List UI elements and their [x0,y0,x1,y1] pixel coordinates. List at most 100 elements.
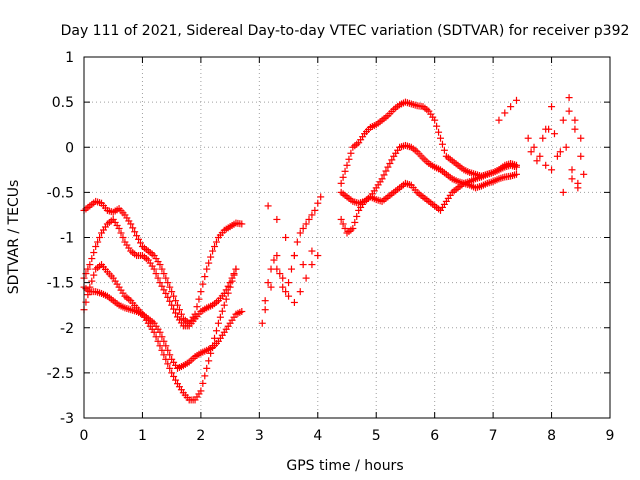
x-tick-label: 9 [606,428,615,444]
data-point [170,372,178,380]
data-point [94,238,102,246]
data-point [501,109,509,117]
data-point [222,295,230,303]
data-point [308,247,316,255]
x-tick-label: 5 [372,428,381,444]
plot-frame [83,56,611,419]
data-point [88,277,96,285]
data-point [152,270,160,278]
data-point [568,175,576,183]
data-point [238,220,246,228]
data-point [571,116,579,124]
data-point [261,306,269,314]
data-point [205,357,213,365]
data-point [220,301,228,309]
data-point [273,265,281,273]
data-point [154,274,162,282]
data-point [258,319,266,327]
data-point [86,261,94,269]
data-point [212,238,220,246]
y-tick-label: 0.5 [52,95,74,111]
data-point [577,152,585,160]
data-point [559,188,567,196]
data-point [203,265,211,273]
data-point [203,364,211,372]
data-point [131,228,139,236]
y-tick-label: -1.5 [47,276,74,292]
data-point [305,215,313,223]
data-point [314,199,322,207]
data-point [162,342,170,350]
data-point [211,334,219,342]
data-point [339,173,347,181]
data-point [154,337,162,345]
data-point [92,243,100,251]
data-point [559,116,567,124]
y-axis: 1 0.5 0 -0.5 -1 -1.5 -2 -2.5 -3 [47,50,610,427]
data-point [353,212,361,220]
data-point [211,243,219,251]
data-point [290,298,298,306]
data-point [276,270,284,278]
data-point [168,288,176,296]
data-point [135,235,143,243]
data-point [96,234,104,241]
data-point [512,161,520,169]
data-point [512,170,520,178]
data-point [287,265,295,273]
data-point [172,376,180,384]
data-point [119,234,127,241]
data-point [380,171,388,179]
data-point [533,157,541,165]
data-point [201,273,209,281]
data-point [577,134,585,142]
data-point [86,283,94,291]
x-tick-label: 7 [489,428,498,444]
y-tick-label: -2 [60,321,74,337]
x-tick-label: 4 [313,428,322,444]
data-point [267,265,275,273]
data-point [166,364,174,372]
data-point [232,265,240,273]
y-tick-label: -2.5 [47,366,74,382]
data-point [214,319,222,327]
data-point [84,291,92,299]
data-point [317,193,325,201]
data-point [337,179,345,187]
data-point [574,184,582,192]
data-point [302,220,310,228]
data-point [264,279,272,287]
data-point [565,94,573,102]
data-point [548,103,556,111]
data-point [279,283,287,291]
data-point [382,167,390,175]
data-point [524,134,532,142]
data-point [175,306,183,314]
data-point [133,232,141,240]
data-point [136,239,144,247]
data-point [224,289,232,297]
data-point [285,292,293,300]
data-points [80,94,588,404]
data-point [127,220,135,228]
data-point [341,224,349,232]
data-point [536,152,544,160]
chart-title: Day 111 of 2021, Sidereal Day-to-day VTE… [61,23,630,39]
data-point [550,130,558,138]
data-point [273,215,281,223]
data-point [172,309,180,317]
data-point [440,146,448,154]
data-point [150,265,158,273]
grid-lines [84,57,610,418]
data-point [290,252,298,260]
data-point [384,163,392,171]
data-point [270,256,278,264]
y-tick-label: -1 [60,231,74,247]
data-point [580,170,588,178]
data-point [568,166,576,174]
data-point [156,328,164,336]
data-point [507,103,515,111]
data-point [433,122,441,130]
data-point [542,125,550,133]
